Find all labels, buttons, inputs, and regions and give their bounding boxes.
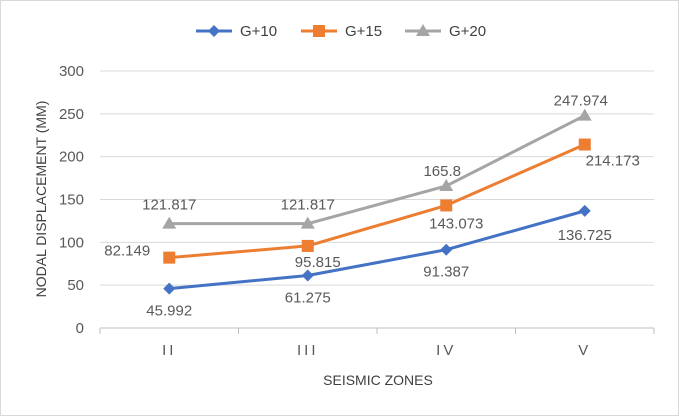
legend-label: G+20 (449, 23, 486, 40)
data-point (163, 282, 176, 295)
x-tick-label: II (162, 342, 176, 359)
data-label: 91.387 (423, 264, 469, 281)
legend-marker (416, 24, 430, 36)
data-labels: 45.992 61.275 91.387 136.725 82.149 95.815 143… (104, 93, 640, 320)
data-label: 165.8 (423, 163, 461, 180)
y-axis-ticks: 0 50 100 150 200 250 300 (59, 63, 84, 337)
data-point (440, 243, 453, 256)
data-label: 61.275 (285, 290, 331, 307)
data-label: 214.173 (586, 153, 640, 170)
y-tick-label: 100 (59, 234, 84, 251)
data-label: 136.725 (558, 227, 612, 244)
series-line-g-plus-15 (167, 143, 587, 260)
legend-label: G+15 (345, 23, 382, 40)
y-tick-label: 250 (59, 106, 84, 123)
data-point (301, 269, 314, 282)
x-axis-ticks: II III IV V (162, 342, 591, 359)
y-tick-label: 200 (59, 149, 84, 166)
y-tick-label: 0 (76, 320, 84, 337)
x-tick-label: V (578, 342, 591, 359)
x-tick-label: IV (436, 342, 456, 359)
data-label: 247.974 (554, 93, 608, 110)
series-group (162, 108, 592, 295)
data-label: 121.817 (281, 197, 335, 214)
data-point (440, 199, 453, 212)
data-label: 143.073 (429, 215, 483, 232)
legend-marker (208, 25, 220, 37)
data-point (163, 251, 176, 264)
data-point (301, 239, 314, 252)
data-label: 45.992 (146, 303, 192, 320)
y-axis-title: NODAL DISPLACEMENT (MM) (33, 101, 49, 298)
data-point (577, 108, 592, 121)
data-label: 95.815 (295, 254, 341, 271)
y-tick-label: 50 (67, 277, 84, 294)
series-line-g-plus-20 (167, 114, 587, 226)
y-tick-label: 300 (59, 63, 84, 80)
data-label: 121.817 (142, 197, 196, 214)
data-point (300, 216, 315, 229)
y-tick-label: 150 (59, 192, 84, 209)
data-point (439, 178, 454, 191)
data-point (578, 138, 591, 151)
legend-marker (313, 25, 325, 37)
x-axis-title: SEISMIC ZONES (323, 372, 433, 388)
legend-label: G+10 (240, 23, 277, 40)
data-label: 82.149 (104, 243, 150, 260)
series-line-g-plus-10 (167, 209, 587, 291)
data-point (578, 204, 591, 217)
legend: G+10 G+15 G+20 (196, 23, 486, 40)
x-tick-label: III (297, 342, 319, 359)
data-point (162, 216, 177, 229)
